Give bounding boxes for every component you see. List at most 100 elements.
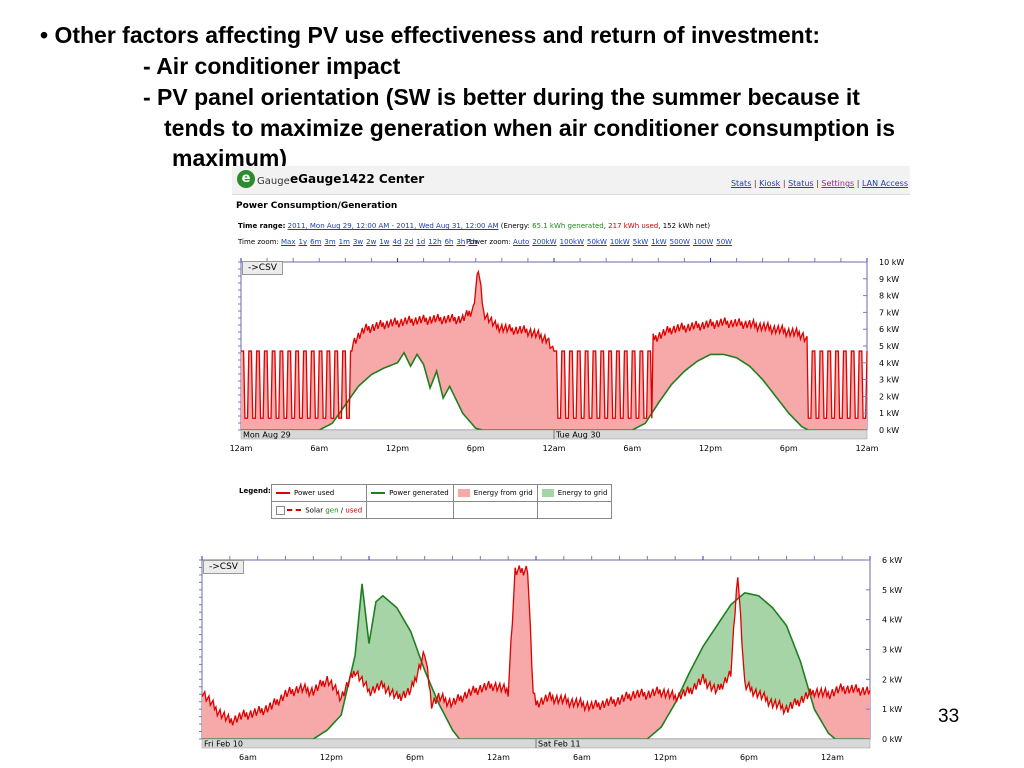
time-zoom: Time zoom: Max 1y 6m 3m 1m 3w 2w 1w 4d 2d 1d 12h 6h 3… — [238, 238, 480, 246]
nav-lan-access-link[interactable]: LAN Access — [861, 179, 908, 188]
time-zoom-1h[interactable]: 1h — [468, 238, 478, 246]
y-tick-label: 5 kW — [879, 342, 899, 351]
date-label: Mon Aug 29 — [243, 431, 291, 440]
time-zoom-2d[interactable]: 2d — [404, 238, 414, 246]
power-zoom-200kw[interactable]: 200kW — [532, 238, 557, 246]
power-zoom-500w[interactable]: 500W — [669, 238, 690, 246]
y-tick-label: 0 kW — [882, 735, 902, 744]
time-zoom-6h[interactable]: 6h — [444, 238, 454, 246]
egauge-nav: Stats | Kiosk | Status | Settings | LAN … — [731, 179, 908, 188]
legend-energy-from-grid-label: Energy from grid — [473, 489, 533, 497]
legend-used-swatch — [276, 492, 290, 494]
x-tick-label: 6am — [623, 444, 641, 453]
legend-to-grid-swatch — [541, 489, 554, 497]
x-tick-label: 12am — [856, 444, 879, 453]
legend-energy-to-grid-label: Energy to grid — [557, 489, 608, 497]
egauge-panel: e Gauge eGauge1422 Center Stats | Kiosk … — [232, 166, 910, 466]
y-tick-label: 5 kW — [882, 586, 902, 595]
csv-export-button[interactable]: ->CSV — [203, 560, 244, 574]
power-zoom-5kw[interactable]: 5kW — [632, 238, 649, 246]
legend-power-used: Power used — [270, 484, 368, 502]
x-tick-label: 12am — [230, 444, 253, 453]
egauge-logo-text: Gauge — [257, 176, 290, 187]
power-used-line — [201, 565, 871, 726]
time-zoom-label: Time zoom: — [238, 238, 279, 246]
legend-label: Legend: — [239, 487, 271, 495]
time-zoom-1w[interactable]: 1w — [379, 238, 390, 246]
power-zoom-50w[interactable]: 50W — [716, 238, 733, 246]
time-zoom-6m[interactable]: 6m — [310, 238, 322, 246]
page-number: 33 — [938, 706, 960, 727]
time-zoom-3w[interactable]: 3w — [352, 238, 364, 246]
time-zoom-1m[interactable]: 1m — [338, 238, 350, 246]
x-tick-label: 12am — [821, 753, 844, 762]
time-zoom-4d[interactable]: 4d — [392, 238, 402, 246]
nav-kiosk-link[interactable]: Kiosk — [759, 179, 781, 188]
power-zoom-1kw[interactable]: 1kW — [651, 238, 667, 246]
power-zoom-50kw[interactable]: 50kW — [587, 238, 607, 246]
solar-dash-swatch — [287, 509, 302, 511]
power-zoom-10kw[interactable]: 10kW — [609, 238, 630, 246]
y-tick-label: 0 kW — [879, 426, 899, 435]
bullet-air-conditioner: - Air conditioner impact — [143, 53, 401, 79]
power-zoom-auto[interactable]: Auto — [513, 238, 530, 246]
time-zoom-max[interactable]: Max — [281, 238, 296, 246]
time-zoom-2w[interactable]: 2w — [366, 238, 377, 246]
x-tick-label: 12pm — [320, 753, 343, 762]
y-tick-label: 1 kW — [879, 409, 899, 418]
time-zoom-1y[interactable]: 1y — [298, 238, 308, 246]
solar-used-label: used — [345, 506, 363, 514]
x-tick-label: 12am — [487, 753, 510, 762]
y-tick-label: 4 kW — [882, 616, 902, 625]
x-tick-label: 12pm — [654, 753, 677, 762]
power-zoom-100w[interactable]: 100W — [692, 238, 714, 246]
time-zoom-3m[interactable]: 3m — [324, 238, 336, 246]
time-zoom-1d[interactable]: 1d — [416, 238, 426, 246]
bullet-pv-orientation: - PV panel orientation (SW is better dur… — [143, 84, 860, 110]
x-tick-label: 12am — [543, 444, 566, 453]
egauge-title: eGauge1422 Center — [290, 172, 425, 186]
x-tick-label: 6am — [239, 753, 257, 762]
time-zoom-3h[interactable]: 3h — [456, 238, 466, 246]
legend-table: Power used Power generated Energy from g… — [270, 484, 613, 519]
y-tick-label: 6 kW — [879, 325, 899, 334]
bullet-pv-orientation-cont1: tends to maximize generation when air co… — [164, 115, 895, 141]
nav-settings-link[interactable]: Settings — [821, 179, 855, 188]
y-tick-label: 3 kW — [882, 646, 902, 655]
time-range-label: Time range: — [238, 222, 286, 230]
nav-status-link[interactable]: Status — [788, 179, 814, 188]
date-label: Fri Feb 10 — [204, 740, 243, 749]
time-range: Time range: 2011, Mon Aug 29, 12:00 AM -… — [238, 222, 711, 230]
bullet-other-factors: • Other factors affecting PV use effecti… — [40, 22, 821, 48]
energy-used: 217 kWh used — [608, 222, 659, 230]
energy-net: 152 kWh net) — [662, 222, 711, 230]
nav-stats-link[interactable]: Stats — [730, 179, 752, 188]
y-tick-label: 7 kW — [879, 308, 899, 317]
legend-generated-swatch — [371, 492, 386, 494]
energy-from-grid-area — [202, 565, 870, 739]
x-tick-label: 6pm — [780, 444, 798, 453]
y-tick-label: 3 kW — [879, 376, 899, 385]
nav-separator: | — [854, 179, 862, 188]
legend-solar: Solar gen / used — [270, 501, 368, 519]
solar-gen-label: gen — [325, 506, 339, 514]
legend-empty — [536, 501, 613, 519]
legend-empty — [452, 501, 538, 519]
y-tick-label: 9 kW — [879, 275, 899, 284]
solar-sep: / — [340, 506, 344, 514]
power-zoom: Power zoom: Auto 200kW 100kW 50kW 10kW 5kW 1kW… — [466, 238, 735, 246]
egauge-subtitle: Power Consumption/Generation — [236, 201, 398, 211]
date-label: Sat Feb 11 — [538, 740, 581, 749]
time-zoom-12h[interactable]: 12h — [428, 238, 442, 246]
nav-separator: | — [780, 179, 789, 188]
solar-checkbox[interactable] — [276, 505, 285, 515]
nav-separator: | — [813, 179, 822, 188]
time-range-link[interactable]: 2011, Mon Aug 29, 12:00 AM - 2011, Wed A… — [287, 222, 499, 230]
csv-export-button[interactable]: ->CSV — [242, 261, 283, 275]
y-tick-label: 2 kW — [879, 392, 899, 401]
power-zoom-100kw[interactable]: 100kW — [559, 238, 584, 246]
egauge-logo-icon: e — [237, 170, 255, 188]
time-zoom-options: Max 1y 6m 3m 1m 3w 2w 1w 4d 2d 1d 12h 6h 3h 1h — [281, 238, 480, 246]
